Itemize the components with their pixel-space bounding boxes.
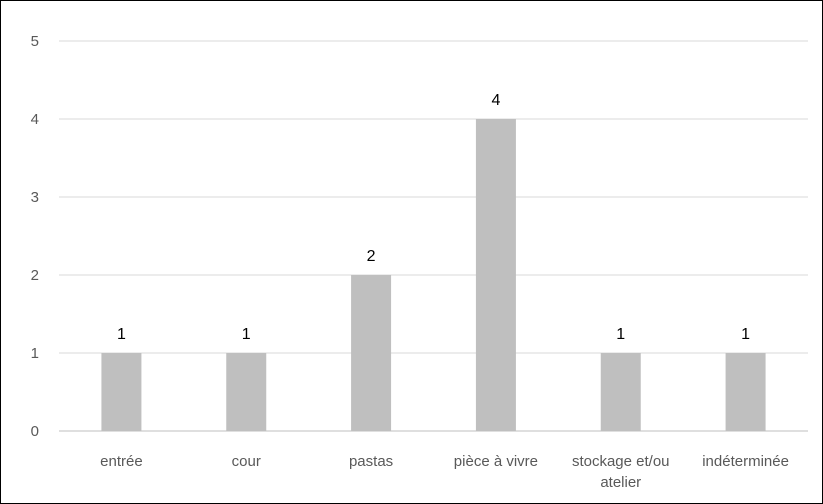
y-tick-label-3: 3 [31, 189, 39, 206]
x-tick-label-0: entrée [100, 453, 143, 470]
y-tick-label-5: 5 [31, 33, 39, 50]
x-tick-label-1: cour [232, 453, 261, 470]
x-tick-label-2: pastas [349, 453, 393, 470]
x-tick-label-4: stockage et/ou atelier [572, 453, 670, 491]
y-tick-label-1: 1 [31, 345, 39, 362]
y-tick-label-0: 0 [31, 423, 39, 440]
bar-1 [226, 353, 267, 431]
bar-4 [600, 353, 641, 431]
bar-0 [101, 353, 142, 431]
x-tick-label-3: pièce à vivre [454, 453, 538, 470]
bar-5 [725, 353, 766, 431]
bars [101, 119, 766, 431]
data-label-5: 1 [741, 326, 750, 343]
y-tick-label-4: 4 [31, 111, 39, 128]
data-label-1: 1 [242, 326, 251, 343]
bar-2 [351, 275, 392, 431]
x-tick-label-5: indéterminée [702, 453, 789, 470]
data-label-0: 1 [117, 326, 126, 343]
y-tick-label-2: 2 [31, 267, 39, 284]
data-label-3: 4 [491, 92, 500, 109]
labels: 0 1 2 3 4 5 1 entrée 1 cour 2 pastas 4 pièce à vivre 1… [31, 33, 789, 491]
bar-3 [475, 119, 516, 431]
data-label-2: 2 [367, 248, 376, 265]
gridlines [59, 40, 808, 354]
data-label-4: 1 [616, 326, 625, 343]
